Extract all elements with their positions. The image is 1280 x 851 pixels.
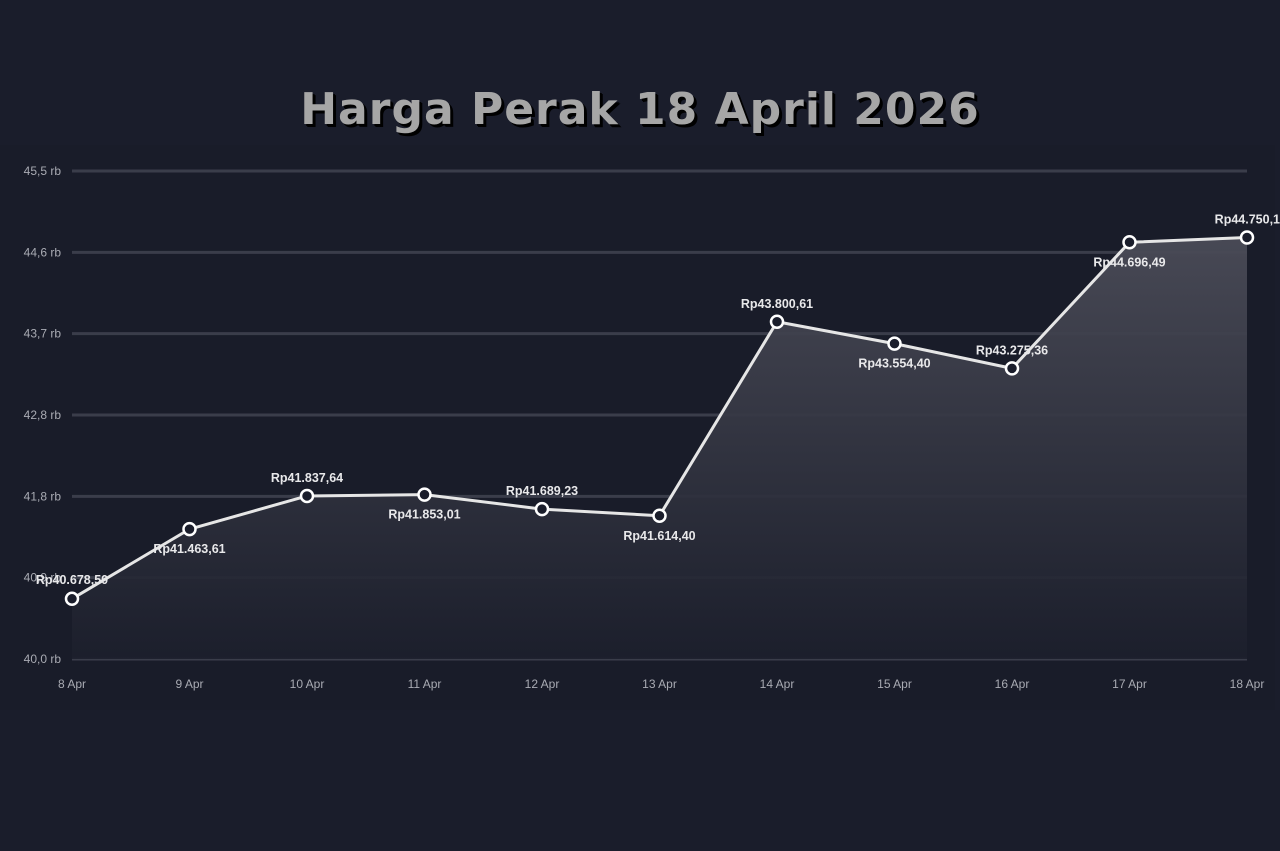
- x-tick-label: 16 Apr: [995, 677, 1030, 691]
- data-label: Rp41.689,23: [506, 484, 578, 498]
- data-point[interactable]: [1122, 235, 1137, 250]
- data-points: [64, 230, 1255, 607]
- data-label: Rp43.554,40: [858, 357, 930, 371]
- data-label: Rp44.696,49: [1093, 255, 1165, 269]
- y-tick-label: 43,7 rb: [24, 327, 62, 341]
- y-tick-label: 44,6 rb: [24, 245, 62, 259]
- data-label: Rp43.800,61: [741, 297, 813, 311]
- y-axis: 40,0 rb 40,9 rb 41,8 rb 42,8 rb 43,7 rb 44,6 …: [24, 164, 62, 666]
- data-label: Rp43.275,36: [976, 343, 1048, 357]
- x-tick-label: 8 Apr: [58, 677, 86, 691]
- data-label: Rp41.463,61: [153, 542, 225, 556]
- x-tick-label: 9 Apr: [175, 677, 203, 691]
- y-tick-label: 45,5 rb: [24, 164, 62, 178]
- data-labels: Rp40.678,50 Rp41.463,61 Rp41.837,64 Rp41.85…: [36, 213, 1280, 587]
- x-axis: 8 Apr 9 Apr 10 Apr 11 Apr 12 Apr 13 Apr 14 Apr…: [58, 677, 1264, 691]
- x-tick-label: 11 Apr: [408, 677, 442, 691]
- y-tick-label: 40,9 rb: [24, 571, 62, 585]
- x-tick-label: 10 Apr: [290, 677, 325, 691]
- data-point[interactable]: [1239, 230, 1255, 245]
- chart-title: Harga Perak 18 April 2026: [300, 84, 980, 135]
- data-label: Rp41.853,01: [388, 508, 460, 522]
- data-point[interactable]: [299, 488, 315, 504]
- data-point[interactable]: [417, 487, 432, 502]
- area-fill: [72, 237, 1247, 660]
- data-label: Rp41.837,64: [271, 471, 343, 485]
- data-label: Rp40.678,50: [36, 573, 108, 587]
- data-point[interactable]: [652, 508, 667, 524]
- data-point[interactable]: [887, 336, 902, 351]
- x-tick-label: 15 Apr: [877, 677, 912, 691]
- x-tick-label: 12 Apr: [525, 677, 560, 691]
- data-label: Rp44.750,1: [1215, 213, 1280, 227]
- data-point[interactable]: [64, 591, 80, 607]
- x-tick-label: 14 Apr: [760, 677, 795, 691]
- data-label: Rp41.614,40: [623, 529, 695, 543]
- y-tick-label: 42,8 rb: [24, 408, 62, 422]
- data-point[interactable]: [1004, 361, 1020, 376]
- x-tick-label: 13 Apr: [642, 677, 677, 691]
- data-point[interactable]: [182, 521, 197, 537]
- data-point[interactable]: [769, 314, 785, 330]
- x-tick-label: 18 Apr: [1230, 677, 1265, 691]
- y-tick-label: 41,8 rb: [24, 489, 62, 503]
- x-tick-label: 17 Apr: [1112, 677, 1147, 691]
- data-point[interactable]: [534, 501, 550, 517]
- y-tick-label: 40,0 rb: [24, 652, 62, 666]
